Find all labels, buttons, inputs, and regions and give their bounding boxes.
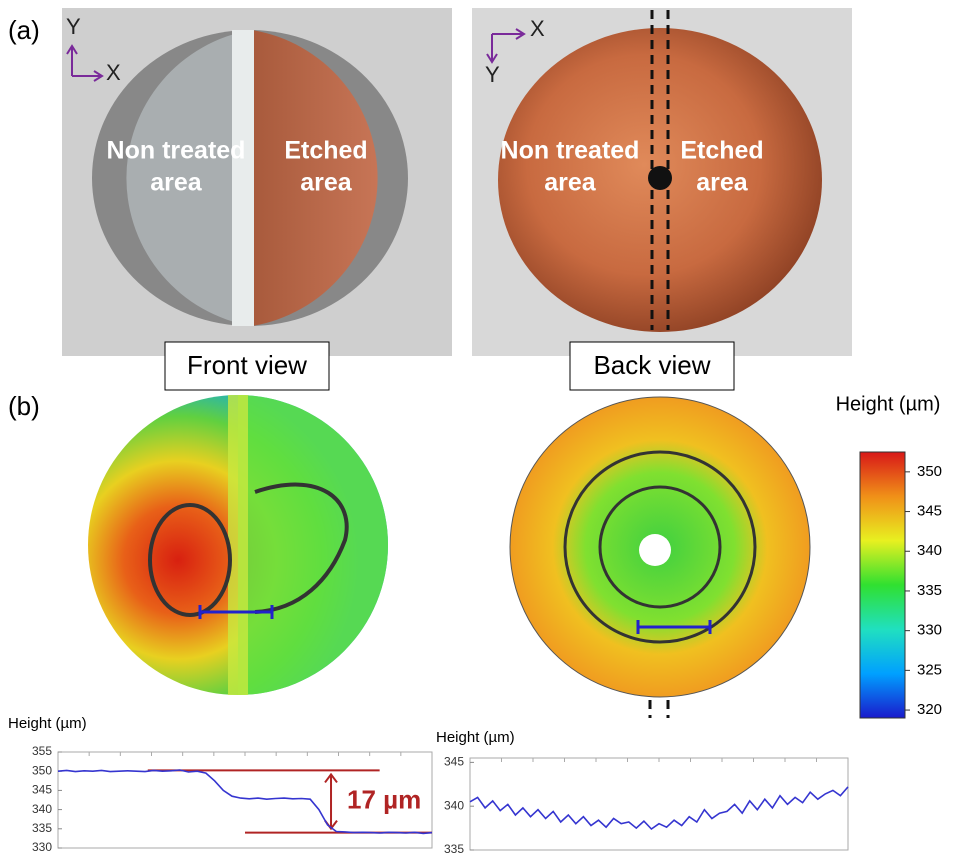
tick-label: 350 [32, 763, 52, 777]
photo-label: Etched [284, 137, 367, 165]
tick-label: 330 [32, 840, 52, 854]
annotation-arrow [324, 772, 338, 831]
axis-arrows [66, 28, 526, 82]
center-hole [639, 534, 671, 566]
panel-label: (b) [8, 391, 40, 421]
center-hole [648, 166, 672, 190]
profile-line [469, 786, 849, 831]
plot-frame [469, 757, 849, 851]
tick-label: 345 [917, 503, 942, 520]
profile-line [57, 769, 433, 835]
tick-label: 335 [444, 842, 464, 856]
photo-label: area [300, 169, 353, 197]
tick-label: 335 [917, 582, 942, 599]
tick-label: 345 [444, 755, 464, 769]
scan-lines [198, 605, 712, 634]
tick-label: 335 [32, 821, 52, 835]
caption-box [569, 341, 735, 391]
tick-label: 350 [917, 463, 942, 480]
tick-label: 340 [32, 802, 52, 816]
photo-caption: Back view [593, 350, 710, 380]
non-treated-half [126, 30, 252, 326]
colorbar-title: Height (µm) [836, 393, 941, 415]
axis-label: Y [485, 62, 500, 87]
photo-caption: Front view [187, 350, 307, 380]
tick-label: 340 [917, 542, 942, 559]
photo-label: Non treated [107, 137, 246, 165]
tick-label: 320 [917, 701, 942, 718]
tick-label: 325 [917, 661, 942, 678]
y-axis-label: Height (µm) [436, 729, 515, 746]
tick-label: 355 [32, 744, 52, 758]
panel-label: (a) [8, 15, 40, 45]
photo-label: area [696, 169, 749, 197]
contour [563, 450, 757, 644]
annotation: 17 µm [347, 784, 421, 814]
tape-map [228, 395, 248, 695]
axis-label: Y [66, 14, 81, 39]
tape-strip [232, 30, 254, 326]
y-axis-label: Height (µm) [8, 715, 87, 732]
colorbar [859, 451, 906, 719]
photo-label: area [544, 169, 597, 197]
photo-label: area [150, 169, 203, 197]
contour [148, 503, 232, 617]
tick-label: 340 [444, 798, 464, 812]
tick-label: 345 [32, 783, 52, 797]
etched-map [238, 395, 388, 695]
etched-half [252, 30, 378, 326]
contour [254, 482, 349, 614]
contour [598, 485, 722, 609]
axis-label: X [530, 16, 545, 41]
caption-box [164, 341, 330, 391]
photo-label: Etched [680, 137, 763, 165]
tick-label: 330 [917, 622, 942, 639]
axis-label: X [106, 60, 121, 85]
photo-label: Non treated [501, 137, 640, 165]
